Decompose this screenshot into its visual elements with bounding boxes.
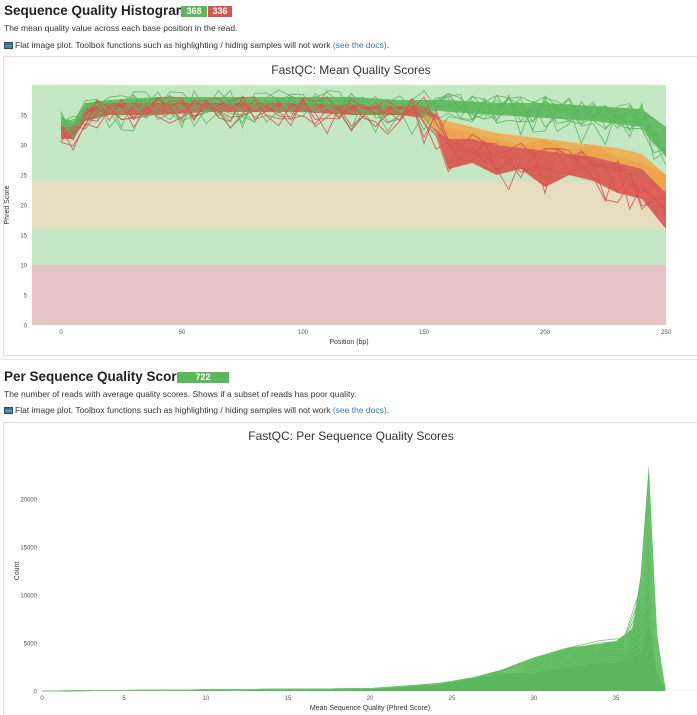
y-tick-label: 15000 xyxy=(20,546,37,552)
x-tick-label: 0 xyxy=(40,696,44,702)
y-tick-label: 25 xyxy=(20,174,27,180)
y-tick-label: 20000 xyxy=(20,498,37,504)
image-icon xyxy=(4,407,13,414)
x-tick-label: 5 xyxy=(122,696,126,702)
y-tick-label: 20 xyxy=(20,204,27,210)
y-tick-label: 15 xyxy=(20,234,27,240)
section-description: The number of reads with average quality… xyxy=(4,389,356,399)
per-sequence-quality-chart: 0 5000 10000 15000 20000 0 5 10 15 20 25 30 35 Mean S… xyxy=(4,423,697,715)
section-title: Per Sequence Quality Scores xyxy=(4,369,192,384)
flat-plot-note: Flat image plot. Toolbox functions such … xyxy=(4,40,389,50)
quality-zone xyxy=(32,265,666,325)
status-badge-pass[interactable]: 722 xyxy=(177,372,229,383)
flat-plot-note: Flat image plot. Toolbox functions such … xyxy=(4,405,389,415)
x-tick-label: 50 xyxy=(179,330,186,336)
x-axis-label: Mean Sequence Quality (Phred Score) xyxy=(310,705,430,712)
x-tick-label: 250 xyxy=(661,330,672,336)
mean-quality-chart: 0 5 10 15 20 25 30 35 0 50 100 150 200 250 Position (b… xyxy=(4,57,697,355)
y-axis-label: Count xyxy=(14,562,21,581)
x-tick-label: 30 xyxy=(531,696,538,702)
x-axis-label: Position (bp) xyxy=(329,339,368,346)
y-tick-label: 30 xyxy=(20,144,27,150)
x-tick-label: 200 xyxy=(540,330,551,336)
y-tick-label: 0 xyxy=(34,690,38,696)
image-icon xyxy=(4,42,13,49)
status-badge-pass[interactable]: 368 xyxy=(181,6,207,17)
x-tick-label: 10 xyxy=(203,696,210,702)
y-tick-label: 10 xyxy=(20,264,27,270)
y-tick-label: 5 xyxy=(24,294,28,300)
section-sequence-quality-histograms: Sequence Quality Histograms 368 336 The … xyxy=(0,0,697,358)
flat-plot-note-text: Flat image plot. Toolbox functions such … xyxy=(15,405,333,415)
x-tick-label: 150 xyxy=(419,330,430,336)
docs-link[interactable]: (see the docs) xyxy=(333,405,387,415)
y-tick-label: 35 xyxy=(20,114,27,120)
x-tick-label: 25 xyxy=(449,696,456,702)
quality-zone xyxy=(32,181,666,229)
status-badge-fail[interactable]: 336 xyxy=(208,6,232,17)
flat-plot-note-text: Flat image plot. Toolbox functions such … xyxy=(15,40,333,50)
x-tick-label: 100 xyxy=(298,330,309,336)
x-tick-label: 0 xyxy=(59,330,63,336)
x-tick-label: 20 xyxy=(367,696,374,702)
x-tick-label: 15 xyxy=(285,696,292,702)
quality-zone xyxy=(32,229,666,265)
y-tick-label: 10000 xyxy=(20,594,37,600)
y-tick-label: 5000 xyxy=(24,642,38,648)
y-tick-label: 0 xyxy=(24,324,28,330)
section-description: The mean quality value across each base … xyxy=(4,23,237,33)
section-title: Sequence Quality Histograms xyxy=(4,3,195,18)
flat-plot-note-end: . xyxy=(387,405,389,415)
flat-plot-note-end: . xyxy=(387,40,389,50)
section-per-sequence-quality-scores: Per Sequence Quality Scores 722 The numb… xyxy=(0,360,697,714)
y-axis-label: Phred Score xyxy=(4,185,11,224)
x-tick-label: 35 xyxy=(613,696,620,702)
docs-link[interactable]: (see the docs) xyxy=(333,40,387,50)
